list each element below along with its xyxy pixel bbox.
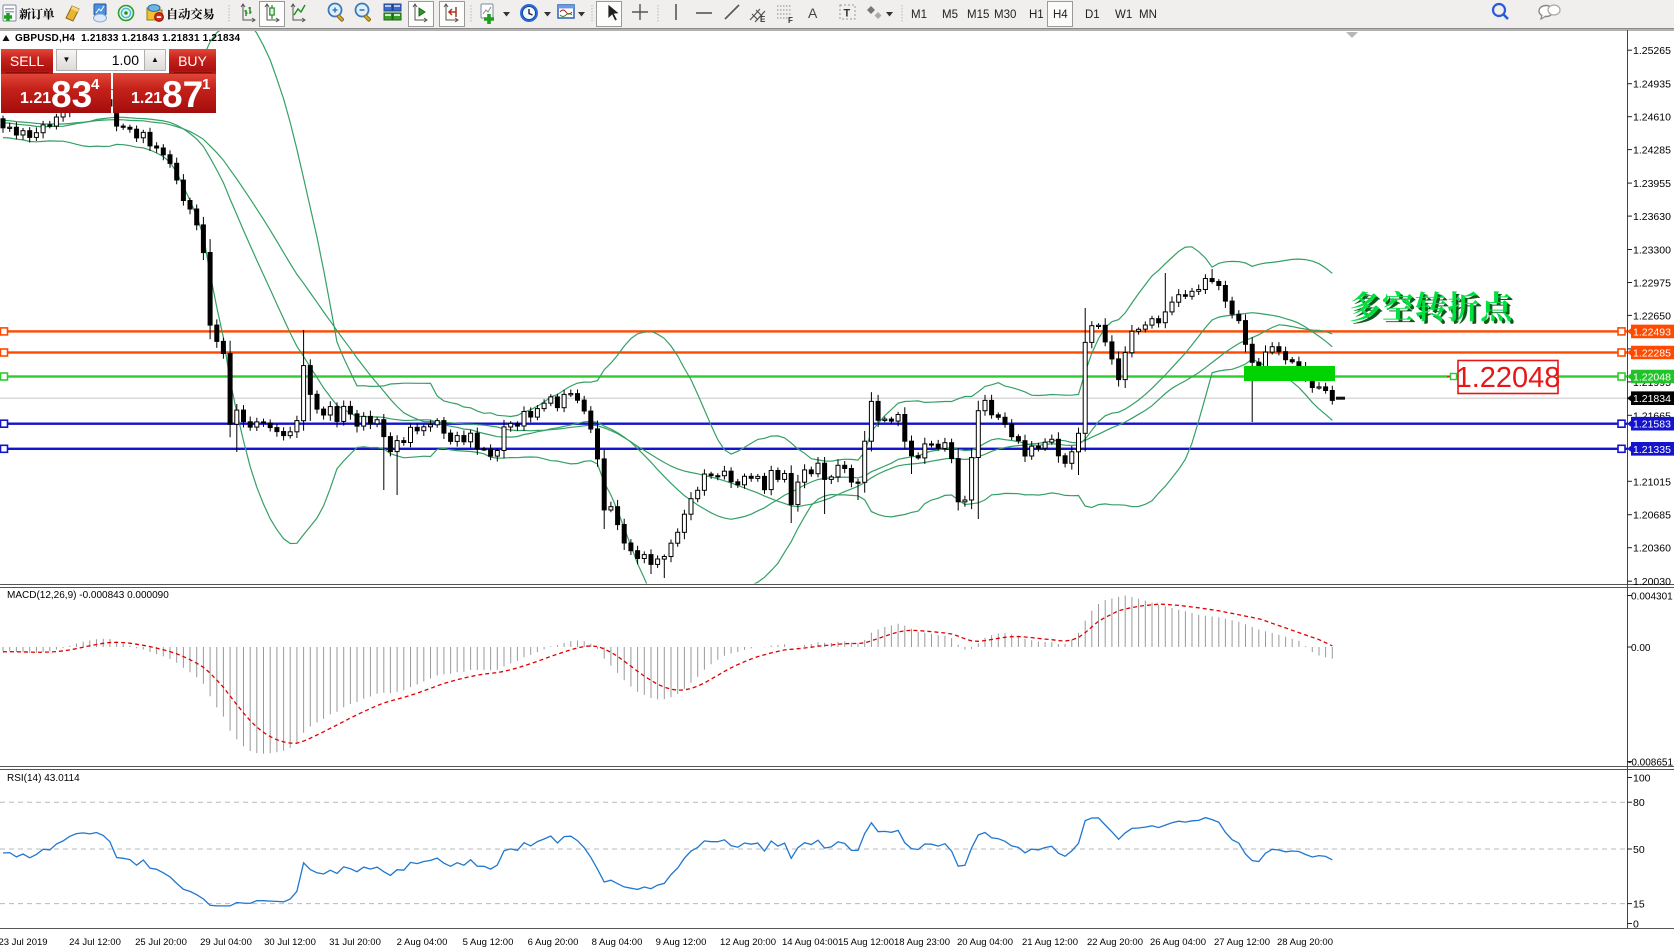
- svg-text:1.22285: 1.22285: [1633, 348, 1671, 360]
- svg-text:-0.008651: -0.008651: [1628, 758, 1673, 769]
- svg-text:14 Aug 04:00: 14 Aug 04:00: [782, 937, 838, 948]
- svg-text:A: A: [808, 5, 818, 21]
- svg-text:M30: M30: [994, 9, 1016, 21]
- svg-text:1.22493: 1.22493: [1633, 326, 1671, 338]
- svg-text:1.22650: 1.22650: [1633, 310, 1671, 322]
- svg-text:T: T: [844, 8, 851, 20]
- svg-text:0: 0: [1633, 919, 1639, 931]
- svg-text:24 Jul 12:00: 24 Jul 12:00: [69, 937, 121, 948]
- svg-text:29 Jul 04:00: 29 Jul 04:00: [200, 937, 252, 948]
- svg-text:18 Aug 23:00: 18 Aug 23:00: [894, 937, 950, 948]
- svg-text:21 Aug 12:00: 21 Aug 12:00: [1022, 937, 1078, 948]
- svg-text:1.21335: 1.21335: [1633, 444, 1671, 456]
- svg-text:MACD(12,26,9) -0.000843 0.0000: MACD(12,26,9) -0.000843 0.000090: [7, 590, 169, 601]
- svg-text:1.25265: 1.25265: [1633, 45, 1671, 57]
- svg-text:1.22975: 1.22975: [1633, 278, 1671, 290]
- svg-text:1.23955: 1.23955: [1633, 178, 1671, 190]
- svg-text:1.20360: 1.20360: [1633, 543, 1671, 555]
- svg-text:H1: H1: [1029, 9, 1044, 21]
- svg-text:1.21583: 1.21583: [1633, 419, 1671, 431]
- svg-text:15 Aug 12:00: 15 Aug 12:00: [838, 937, 894, 948]
- svg-text:1.20030: 1.20030: [1633, 576, 1671, 588]
- svg-text:1.24935: 1.24935: [1633, 79, 1671, 91]
- svg-text:12 Aug 20:00: 12 Aug 20:00: [720, 937, 776, 948]
- svg-text:30 Jul 12:00: 30 Jul 12:00: [264, 937, 316, 948]
- svg-text:GBPUSD,H4 1.21833 1.21843 1.2: GBPUSD,H4 1.21833 1.21843 1.21831 1.2183…: [15, 33, 240, 44]
- svg-text:31 Jul 20:00: 31 Jul 20:00: [329, 937, 381, 948]
- svg-text:8 Aug 04:00: 8 Aug 04:00: [592, 937, 643, 948]
- svg-text:E: E: [760, 15, 766, 24]
- svg-text:22 Aug 20:00: 22 Aug 20:00: [1087, 937, 1143, 948]
- svg-text:D1: D1: [1085, 9, 1100, 21]
- svg-text:26 Aug 04:00: 26 Aug 04:00: [1150, 937, 1206, 948]
- svg-text:0.00: 0.00: [1631, 643, 1651, 654]
- svg-text:15: 15: [1633, 899, 1645, 911]
- svg-text:6 Aug 20:00: 6 Aug 20:00: [528, 937, 579, 948]
- svg-text:1.22048: 1.22048: [1456, 362, 1561, 394]
- svg-text:0.004301: 0.004301: [1631, 592, 1673, 603]
- svg-text:1.24610: 1.24610: [1633, 112, 1671, 124]
- svg-text:1.23630: 1.23630: [1633, 211, 1671, 223]
- svg-text:RSI(14) 43.0114: RSI(14) 43.0114: [7, 773, 80, 784]
- svg-text:20 Aug 04:00: 20 Aug 04:00: [957, 937, 1013, 948]
- svg-text:28 Aug 20:00: 28 Aug 20:00: [1277, 937, 1333, 948]
- svg-text:M15: M15: [967, 9, 989, 21]
- svg-text:1.21015: 1.21015: [1633, 476, 1671, 488]
- svg-text:MN: MN: [1139, 9, 1157, 21]
- svg-text:W1: W1: [1115, 9, 1132, 21]
- svg-text:25 Jul 20:00: 25 Jul 20:00: [135, 937, 187, 948]
- svg-text:1.23300: 1.23300: [1633, 245, 1671, 257]
- svg-text:80: 80: [1633, 797, 1645, 809]
- svg-text:23 Jul 2019: 23 Jul 2019: [0, 937, 48, 948]
- svg-text:27 Aug 12:00: 27 Aug 12:00: [1214, 937, 1270, 948]
- svg-text:F: F: [788, 16, 793, 25]
- svg-text:50: 50: [1633, 844, 1645, 856]
- svg-text:5 Aug 12:00: 5 Aug 12:00: [463, 937, 514, 948]
- svg-text:H4: H4: [1053, 9, 1068, 21]
- svg-text:9 Aug 12:00: 9 Aug 12:00: [656, 937, 707, 948]
- svg-text:100: 100: [1633, 773, 1651, 785]
- svg-text:1.21834: 1.21834: [1633, 393, 1671, 405]
- svg-text:1.20685: 1.20685: [1633, 510, 1671, 522]
- svg-text:M1: M1: [911, 9, 927, 21]
- svg-text:1.24285: 1.24285: [1633, 145, 1671, 157]
- svg-text:M5: M5: [942, 9, 958, 21]
- svg-text:1.22048: 1.22048: [1633, 372, 1671, 384]
- svg-text:2 Aug 04:00: 2 Aug 04:00: [397, 937, 448, 948]
